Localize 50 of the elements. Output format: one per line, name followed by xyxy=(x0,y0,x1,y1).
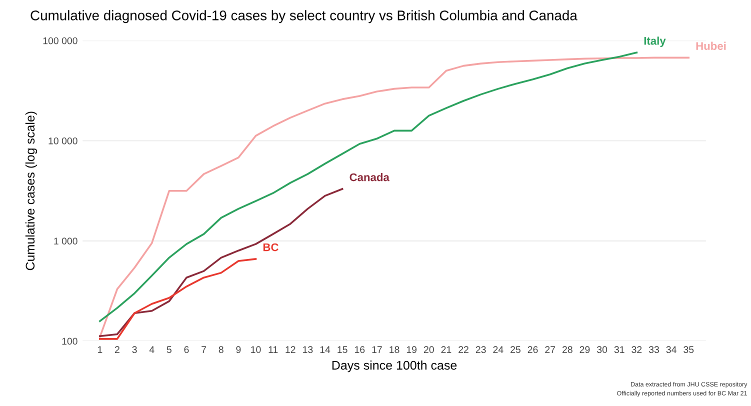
x-tick-label: 5 xyxy=(166,346,172,354)
x-tick-label: 35 xyxy=(684,346,694,354)
x-tick-label: 32 xyxy=(632,346,642,354)
series-label: Canada xyxy=(350,173,390,182)
line-series xyxy=(99,56,690,338)
x-tick-label: 16 xyxy=(354,346,365,354)
x-tick-label: 12 xyxy=(286,346,296,353)
x-tick-label: 28 xyxy=(562,346,572,354)
line-series xyxy=(99,52,638,322)
x-tick-label: 31 xyxy=(614,346,624,354)
x-tick-label: 20 xyxy=(424,346,434,354)
x-tick-label: 30 xyxy=(597,346,608,354)
x-tick-label: 18 xyxy=(390,346,400,354)
y-tick-label: 100 xyxy=(62,338,78,345)
x-tick-label: 9 xyxy=(236,346,241,354)
x-tick-label: 25 xyxy=(510,346,520,354)
x-tick-label: 3 xyxy=(132,346,137,354)
x-tick-label: 22 xyxy=(458,346,468,353)
y-tick-label: 1 000 xyxy=(54,238,78,245)
x-tick-label: 24 xyxy=(493,346,504,353)
x-tick-label: 10 xyxy=(251,346,261,354)
y-axis-title: Cumulative cases (log scale) xyxy=(25,112,38,270)
line-series xyxy=(99,188,344,338)
y-tick-label: 10 000 xyxy=(48,137,78,144)
series-label: BC xyxy=(263,243,278,252)
line-series xyxy=(99,258,257,340)
x-tick-label: 29 xyxy=(580,346,590,354)
x-tick-label: 2 xyxy=(115,346,120,353)
x-tick-label: 13 xyxy=(303,346,313,354)
chart-title: Cumulative diagnosed Covid-19 cases by select country vs British Columbia and Canada xyxy=(30,10,578,24)
x-tick-label: 17 xyxy=(372,346,382,353)
x-tick-label: 21 xyxy=(441,346,452,353)
x-tick-label: 11 xyxy=(268,346,278,353)
x-axis-title: Days since 100th case xyxy=(332,360,457,372)
x-tick-label: 4 xyxy=(149,346,154,353)
x-tick-label: 27 xyxy=(545,346,556,353)
x-tick-label: 7 xyxy=(202,346,206,353)
x-tick-label: 15 xyxy=(338,346,348,354)
x-tick-label: 14 xyxy=(320,346,330,353)
x-tick-label: 19 xyxy=(406,346,417,354)
x-tick-label: 26 xyxy=(528,346,538,354)
x-tick-label: 8 xyxy=(218,346,224,354)
series-label: Hubei xyxy=(696,42,726,50)
x-tick-label: 33 xyxy=(648,346,659,354)
y-tick-label: 100 000 xyxy=(43,37,78,44)
x-tick-label: 23 xyxy=(476,346,486,354)
x-tick-label: 6 xyxy=(184,346,189,354)
series-label: Italy xyxy=(644,36,666,47)
x-tick-label: 1 xyxy=(98,346,102,353)
x-tick-label: 34 xyxy=(666,346,676,354)
